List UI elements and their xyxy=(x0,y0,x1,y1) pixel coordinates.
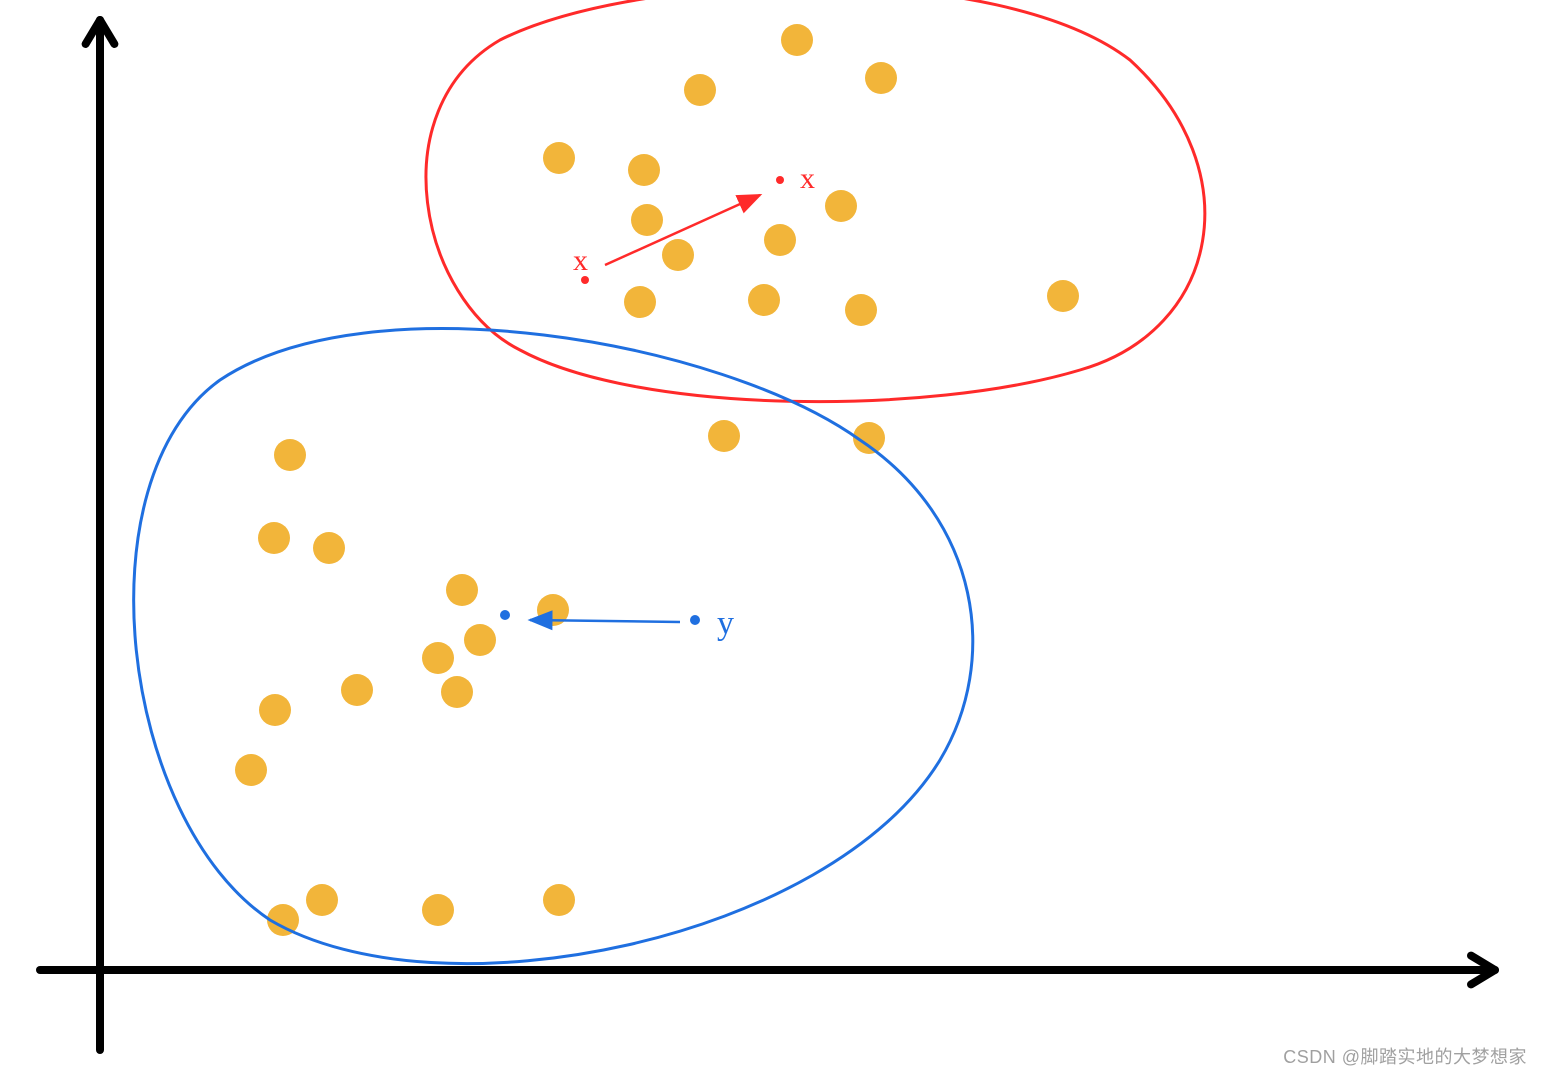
data-point xyxy=(464,624,496,656)
data-point xyxy=(845,294,877,326)
data-point xyxy=(684,74,716,106)
data-point xyxy=(258,522,290,554)
centroid-old-blue xyxy=(690,615,700,625)
centroid-new-red xyxy=(776,176,784,184)
data-point xyxy=(446,574,478,606)
data-point xyxy=(628,154,660,186)
data-point xyxy=(624,286,656,318)
data-point xyxy=(662,239,694,271)
data-point xyxy=(543,142,575,174)
data-point xyxy=(422,642,454,674)
centroid-new-blue xyxy=(500,610,510,620)
centroid-old-red xyxy=(581,276,589,284)
data-point xyxy=(259,694,291,726)
data-point xyxy=(631,204,663,236)
centroid-label-red-new: x xyxy=(800,162,815,195)
data-point xyxy=(306,884,338,916)
data-point xyxy=(441,676,473,708)
cluster-diagram: x x y xyxy=(0,0,1545,1079)
data-point xyxy=(235,754,267,786)
data-point xyxy=(1047,280,1079,312)
data-point xyxy=(274,439,306,471)
data-point xyxy=(341,674,373,706)
data-point xyxy=(543,884,575,916)
data-point xyxy=(781,24,813,56)
data-point xyxy=(748,284,780,316)
data-point xyxy=(708,420,740,452)
data-point xyxy=(825,190,857,222)
data-point xyxy=(313,532,345,564)
centroid-label-red-old: x xyxy=(573,244,588,277)
data-point xyxy=(422,894,454,926)
data-points xyxy=(235,24,1079,936)
data-point xyxy=(764,224,796,256)
data-point xyxy=(865,62,897,94)
cluster-boundary-red xyxy=(426,0,1205,402)
watermark-text: CSDN @脚踏实地的大梦想家 xyxy=(1283,1043,1527,1069)
cluster-boundary-blue xyxy=(134,329,973,964)
centroid-label-blue: y xyxy=(717,605,734,642)
